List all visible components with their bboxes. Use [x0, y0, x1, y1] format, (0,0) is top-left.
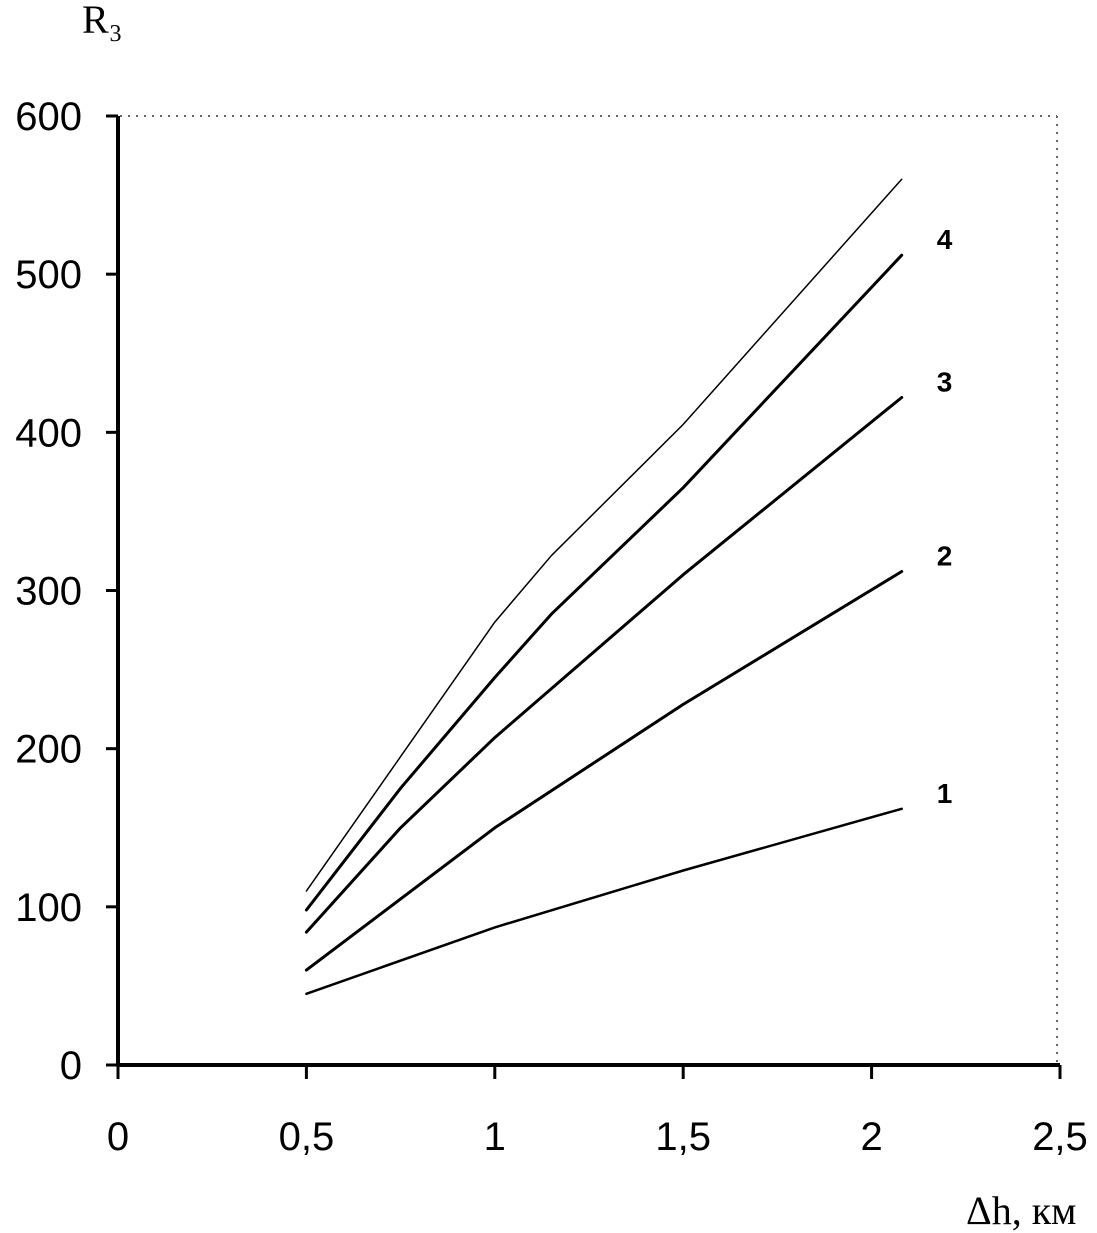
y-axis-title: R₃: [82, 0, 123, 42]
series-line-3: [304, 396, 904, 934]
series-line-2: [304, 570, 904, 972]
x-tick-label: 1: [484, 1115, 506, 1159]
series-line-4: [304, 253, 904, 912]
y-tick-label: 200: [15, 728, 82, 772]
series-label-1: 1: [937, 778, 953, 809]
x-tick-label: 2: [860, 1115, 882, 1159]
series-lines: 1 2 3 4: [304, 178, 953, 996]
x-tick-label: 2,5: [1032, 1115, 1088, 1159]
y-tick-label: 400: [15, 411, 82, 455]
y-tick-label: 600: [15, 95, 82, 139]
series-line-1: [305, 807, 903, 996]
plot-frame: [116, 115, 1060, 1067]
y-tick-label: 100: [15, 886, 82, 930]
y-axis-ticks: 0 100 200 300 400 500 600: [15, 95, 118, 1088]
series-label-2: 2: [937, 541, 953, 572]
x-tick-label: 0: [107, 1115, 129, 1159]
x-tick-label: 0,5: [279, 1115, 335, 1159]
x-axis-ticks: 0 0,5 1 1,5 2 2,5: [107, 1065, 1088, 1159]
series-line-5: [305, 178, 903, 892]
y-tick-label: 300: [15, 570, 82, 614]
x-tick-label: 1,5: [655, 1115, 711, 1159]
y-tick-label: 500: [15, 253, 82, 297]
y-tick-label: 0: [60, 1044, 82, 1088]
series-label-3: 3: [937, 367, 953, 398]
x-axis-title: Δh, км: [966, 1188, 1076, 1233]
series-label-4: 4: [937, 224, 953, 255]
